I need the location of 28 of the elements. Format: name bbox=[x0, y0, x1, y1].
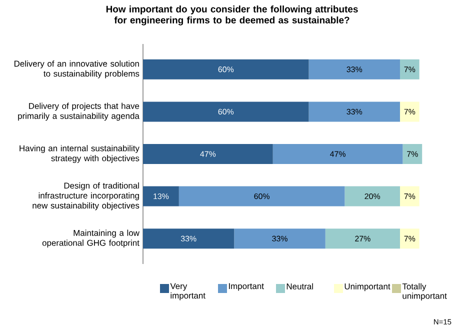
y-tick-label: Delivery of projects that have primarily a sustainability agenda bbox=[18, 102, 140, 121]
bar bbox=[308, 59, 400, 80]
legend-label: Neutral bbox=[286, 283, 313, 290]
bar bbox=[143, 186, 179, 206]
y-tick-label: Delivery of an innovative solution to sustainability problems bbox=[14, 60, 140, 78]
y-tick-label: Maintaining a low operational GHG footprint bbox=[42, 230, 140, 248]
bar bbox=[344, 186, 400, 206]
y-tick-label: Having an internal sustainability strategy with objectives bbox=[20, 145, 140, 163]
bar bbox=[143, 102, 309, 122]
bar bbox=[143, 144, 273, 164]
legend-label: Very important bbox=[170, 283, 206, 300]
legend-label: Unimportant bbox=[344, 283, 390, 292]
legend-label: Important bbox=[228, 283, 264, 291]
bar bbox=[234, 228, 326, 249]
bar bbox=[400, 186, 420, 206]
bar bbox=[400, 102, 420, 122]
legend-label: Totally unimportant bbox=[402, 283, 447, 301]
bar bbox=[143, 228, 234, 249]
chart-title: How important do you consider the following attributes for engineering firms to be deemed as sustainable? bbox=[106, 6, 358, 26]
bar bbox=[178, 186, 345, 206]
bar bbox=[325, 228, 400, 249]
bar bbox=[143, 59, 309, 80]
bar bbox=[308, 102, 400, 122]
bar bbox=[402, 144, 422, 164]
y-tick-label: Design of traditional infrastructure incorporating new sustainability objectives bbox=[32, 182, 140, 210]
bar bbox=[272, 144, 403, 164]
bar bbox=[400, 59, 420, 80]
bar bbox=[400, 228, 420, 249]
